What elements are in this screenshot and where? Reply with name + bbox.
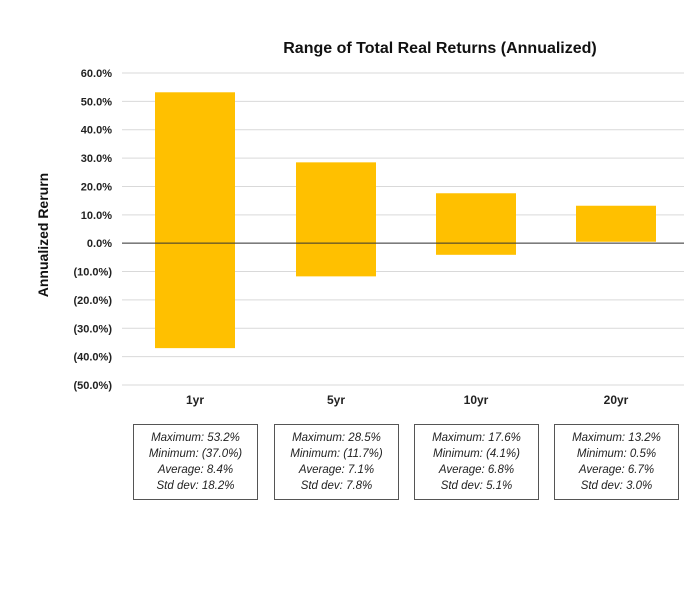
bar-5yr [296, 162, 376, 277]
stat-stddev: Std dev: 5.1% [440, 480, 513, 492]
y-tick-label: 20.0% [81, 181, 112, 193]
stats-box-10yr: Maximum: 17.6% Minimum: (4.1%) Average: 6.… [414, 424, 539, 500]
stat-average: Average: 7.1% [298, 464, 375, 476]
stat-stddev: Std dev: 18.2% [156, 480, 235, 492]
stats-box-1yr: Maximum: 53.2% Minimum: (37.0%) Average: 8… [133, 424, 258, 500]
stat-minimum: Minimum: 0.5% [576, 448, 657, 460]
category-label: 1yr [186, 393, 204, 407]
stat-maximum: Maximum: 13.2% [572, 432, 661, 444]
y-tick-label: 40.0% [81, 125, 112, 137]
stat-maximum: Maximum: 17.6% [432, 432, 521, 444]
category-label: 10yr [464, 393, 489, 407]
stats-box-20yr: Maximum: 13.2% Minimum: 0.5% Average: 6.7%… [554, 424, 679, 500]
y-tick-label: 50.0% [81, 96, 112, 108]
y-tick-labels: 60.0% 50.0% 40.0% 30.0% 20.0% 10.0% 0.0% (10.0%… [73, 68, 112, 392]
stat-minimum: Minimum: (37.0%) [148, 448, 243, 460]
y-tick-label: 30.0% [81, 153, 112, 165]
y-tick-label: 0.0% [87, 238, 112, 250]
stat-minimum: Minimum: (11.7%) [290, 448, 383, 460]
bars [155, 92, 656, 349]
y-tick-label: 60.0% [81, 68, 112, 80]
stat-average: Average: 8.4% [157, 464, 234, 476]
y-tick-label: (20.0%) [73, 295, 112, 307]
bar-1yr [155, 92, 235, 349]
stat-stddev: Std dev: 3.0% [580, 480, 653, 492]
y-tick-label: (30.0%) [73, 323, 112, 335]
stat-stddev: Std dev: 7.8% [300, 480, 373, 492]
stats-box-5yr: Maximum: 28.5% Minimum: (11.7%) Average: 7… [274, 424, 399, 500]
category-label: 5yr [327, 393, 345, 407]
stat-average: Average: 6.7% [578, 464, 655, 476]
y-tick-label: (50.0%) [73, 380, 112, 392]
y-tick-label: (10.0%) [73, 267, 112, 279]
category-label: 20yr [604, 393, 629, 407]
stat-minimum: Minimum: (4.1%) [433, 448, 520, 460]
y-tick-label: 10.0% [81, 210, 112, 222]
stat-maximum: Maximum: 28.5% [292, 432, 381, 444]
bar-20yr [576, 205, 656, 242]
stat-average: Average: 6.8% [438, 464, 515, 476]
stat-maximum: Maximum: 53.2% [151, 432, 240, 444]
bar-10yr [436, 193, 516, 255]
y-axis-label: Annualized Rerurn [35, 173, 51, 297]
category-labels: 1yr 5yr 10yr 20yr [186, 393, 629, 407]
chart-title: Range of Total Real Returns (Annualized) [283, 40, 597, 57]
y-tick-label: (40.0%) [73, 352, 112, 364]
